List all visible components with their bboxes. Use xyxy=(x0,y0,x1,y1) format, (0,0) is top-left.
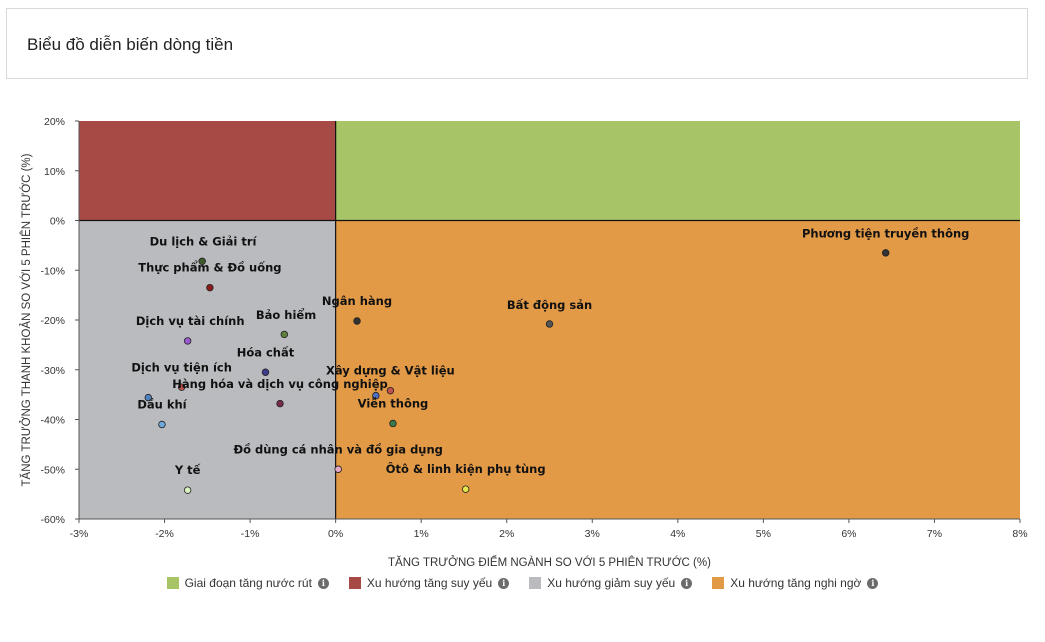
x-tick-label: 0% xyxy=(328,528,343,540)
data-point xyxy=(545,320,554,328)
x-tick-label: 5% xyxy=(756,528,771,540)
legend-label: Xu hướng tăng suy yếu xyxy=(366,576,493,590)
data-label: Bảo hiểm xyxy=(256,307,316,322)
data-label: Thực phẩm & Đồ uống xyxy=(138,260,281,275)
data-point xyxy=(183,337,192,345)
quadrant-top-right xyxy=(335,121,1020,221)
data-point xyxy=(177,383,186,391)
quadrant-bottom-left xyxy=(79,220,336,519)
y-tick-label: 0% xyxy=(50,216,65,228)
y-tick-label: -10% xyxy=(40,265,65,277)
legend-item[interactable]: Xu hướng tăng nghi ngờ i xyxy=(712,576,879,590)
data-point xyxy=(389,419,397,428)
data-label: Phương tiện truyền thông xyxy=(802,226,969,240)
data-point xyxy=(372,391,380,400)
data-label: Viễn thông xyxy=(358,397,429,411)
data-label: Đồ dùng cá nhân và đồ gia dụng xyxy=(233,442,442,456)
x-tick-label: 2% xyxy=(499,528,514,540)
legend-label: Xu hướng giảm suy yếu xyxy=(547,576,676,590)
data-point xyxy=(183,486,192,494)
info-icon[interactable]: i xyxy=(867,577,879,589)
legend-swatch xyxy=(529,577,542,589)
legend-swatch xyxy=(712,577,725,589)
y-tick-label: 10% xyxy=(44,166,65,178)
data-point xyxy=(261,368,270,376)
data-label: Du lịch & Giải trí xyxy=(150,234,258,248)
data-label: Dầu khí xyxy=(137,398,187,412)
y-tick-label: -50% xyxy=(40,464,65,476)
legend-swatch xyxy=(348,577,361,589)
data-point xyxy=(198,257,206,265)
data-label: Dịch vụ tài chính xyxy=(136,314,245,328)
legend-item[interactable]: Xu hướng tăng suy yếu i xyxy=(348,576,510,590)
data-label: Ngân hàng xyxy=(322,294,392,308)
x-tick-label: 6% xyxy=(841,528,856,540)
data-point xyxy=(280,330,289,339)
chart-legend: Giai đoạn tăng nước rút i Xu hướng tăng su… xyxy=(0,576,1045,590)
x-axis-title: TĂNG TRƯỞNG ĐIỂM NGÀNH SO VỚI 5 PHIÊN TR… xyxy=(388,556,711,569)
data-label: Hóa chất xyxy=(237,345,295,359)
cashflow-scatter-chart: 20% 10% 0% -10% -20% -30% -40% -50% -60% -3% -2% -1… xyxy=(20,116,1028,569)
data-point xyxy=(881,249,890,257)
data-point xyxy=(158,420,166,429)
x-tick-label: 7% xyxy=(927,528,942,540)
data-label: Xây dựng & Vật liệu xyxy=(326,364,455,378)
legend-item[interactable]: Giai đoạn tăng nước rút i xyxy=(166,576,329,590)
x-tick-label: -1% xyxy=(241,528,260,540)
x-tick-label: -3% xyxy=(70,528,89,540)
info-icon[interactable]: i xyxy=(498,577,510,589)
legend-label: Giai đoạn tăng nước rút xyxy=(184,576,312,590)
info-icon[interactable]: i xyxy=(681,577,693,589)
legend-label: Xu hướng tăng nghi ngờ xyxy=(730,576,862,590)
data-point xyxy=(276,399,284,408)
y-tick-label: -20% xyxy=(40,315,65,327)
data-label: Dịch vụ tiện ích xyxy=(131,361,232,375)
y-axis-title: TĂNG TRƯỞNG THANH KHOẢN SO VỚI 5 PHIÊN T… xyxy=(20,153,33,486)
y-tick-label: -40% xyxy=(40,415,65,427)
x-tick-label: 1% xyxy=(414,528,429,540)
data-point xyxy=(386,386,395,395)
data-point xyxy=(461,485,470,493)
info-icon[interactable]: i xyxy=(317,577,329,589)
x-tick-label: 3% xyxy=(585,528,600,540)
x-tick-label: 4% xyxy=(670,528,685,540)
quadrant-top-left xyxy=(79,121,336,221)
data-label: Bất động sản xyxy=(507,298,592,312)
data-label: Hàng hóa và dịch vụ công nghiệp xyxy=(172,377,388,391)
data-point xyxy=(144,393,152,402)
data-label: Y tế xyxy=(174,463,201,477)
chart-title: Biểu đồ diễn biến dòng tiền xyxy=(27,35,234,54)
x-tick-label: 8% xyxy=(1012,528,1027,540)
data-label: Ôtô & linh kiện phụ tùng xyxy=(386,461,546,476)
y-tick-label: -60% xyxy=(40,514,65,526)
data-point xyxy=(206,283,214,292)
legend-swatch xyxy=(166,577,179,589)
data-point xyxy=(353,317,361,325)
x-tick-label: -2% xyxy=(155,528,174,540)
quadrant-bottom-right xyxy=(335,220,1020,519)
legend-item[interactable]: Xu hướng giảm suy yếu i xyxy=(529,576,693,590)
chart-header-card: Biểu đồ diễn biến dòng tiền xyxy=(6,8,1028,79)
y-tick-label: 20% xyxy=(44,116,65,128)
y-tick-label: -30% xyxy=(40,365,65,377)
data-point xyxy=(334,465,342,473)
